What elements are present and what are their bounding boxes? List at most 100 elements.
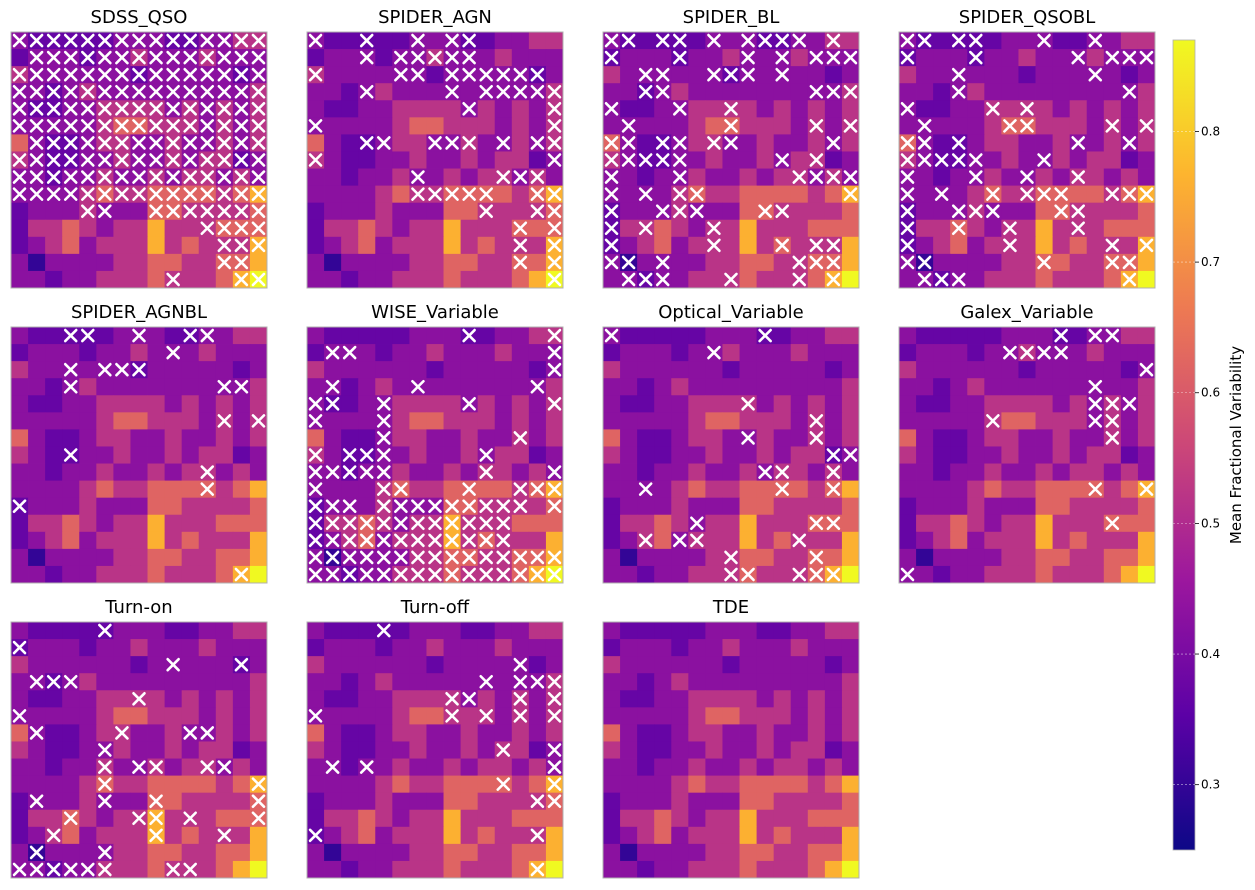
heatmap-cell: [215, 792, 234, 811]
heatmap-cell: [1069, 412, 1088, 430]
heatmap-cell: [324, 724, 342, 742]
heatmap-cell: [460, 361, 479, 379]
x-marker: [479, 465, 493, 479]
heatmap-cell: [130, 219, 148, 238]
heatmap-cell: [739, 514, 757, 533]
x-marker: [12, 862, 27, 877]
heatmap-cell: [933, 253, 951, 272]
x-marker: [149, 136, 163, 150]
x-marker: [934, 272, 949, 287]
heatmap-cell: [181, 639, 200, 657]
heatmap-cell: [528, 809, 547, 828]
heatmap-cell: [307, 344, 325, 362]
heatmap-cell: [232, 514, 251, 533]
heatmap-cell: [722, 412, 740, 430]
heatmap-cell: [147, 446, 165, 464]
heatmap-cell: [654, 185, 672, 204]
heatmap-cell: [739, 656, 757, 674]
heatmap-cell: [511, 395, 530, 413]
heatmap-cell: [984, 514, 1002, 533]
heatmap-cell: [232, 344, 251, 362]
heatmap-cell: [232, 809, 251, 828]
heatmap-cell: [181, 253, 200, 272]
heatmap-cell: [637, 117, 655, 135]
heatmap-cell: [824, 656, 843, 674]
heatmap-cell: [96, 639, 114, 657]
heatmap-cell: [113, 622, 131, 640]
heatmap-cell: [79, 219, 97, 238]
heatmap-cell: [916, 514, 934, 533]
panel-frame: [602, 621, 860, 879]
heatmap-cell: [375, 100, 393, 118]
heatmap-cell: [620, 656, 638, 674]
heatmap-cell: [739, 168, 757, 186]
heatmap-cell: [756, 168, 775, 186]
x-marker: [951, 67, 966, 82]
heatmap-cell: [443, 809, 461, 828]
heatmap-cell: [967, 463, 985, 481]
x-marker: [969, 204, 983, 218]
heatmap-cell: [307, 741, 325, 759]
heatmap-cell: [443, 270, 461, 289]
heatmap-cell: [603, 792, 621, 811]
heatmap-cell: [494, 344, 513, 362]
x-marker: [792, 255, 807, 270]
x-marker: [758, 204, 772, 218]
heatmap-cell: [933, 202, 951, 221]
x-marker: [217, 84, 232, 99]
x-marker: [29, 726, 44, 740]
heatmap-cell: [181, 622, 200, 640]
x-marker: [200, 465, 215, 479]
heatmap-cell: [62, 741, 80, 759]
heatmap-cell: [899, 446, 917, 464]
heatmap-cell: [79, 809, 97, 828]
heatmap-cell: [307, 639, 325, 657]
heatmap-cell: [358, 361, 376, 379]
heatmap-cell: [11, 843, 29, 862]
heatmap-cell: [341, 724, 359, 742]
heatmap-cell: [603, 809, 621, 828]
heatmap-cell: [62, 270, 80, 289]
heatmap-cell: [494, 378, 513, 396]
x-marker: [986, 204, 1000, 218]
x-marker: [308, 516, 323, 531]
heatmap-cell: [984, 151, 1002, 169]
heatmap-cell: [637, 463, 655, 481]
x-marker: [1139, 362, 1154, 377]
heatmap-cell: [164, 531, 183, 550]
heatmap-cell: [773, 100, 792, 118]
heatmap-cell: [933, 446, 951, 464]
heatmap-cell: [654, 236, 672, 255]
heatmap-cell: [443, 724, 461, 742]
heatmap-cell: [756, 707, 775, 725]
heatmap-cell: [773, 622, 792, 640]
heatmap-cell: [637, 361, 655, 379]
x-marker: [934, 153, 949, 167]
x-marker: [1071, 221, 1085, 236]
heatmap-cell: [358, 100, 376, 118]
heatmap-cell: [739, 497, 757, 516]
heatmap-cell: [375, 270, 393, 289]
heatmap-cell: [426, 707, 444, 725]
heatmap-cell: [28, 690, 46, 708]
heatmap-cell: [426, 327, 444, 345]
heatmap-cell: [358, 480, 376, 499]
x-marker: [462, 482, 476, 496]
heatmap-cell: [824, 843, 843, 862]
heatmap-cell: [164, 412, 183, 430]
heatmap-cell: [79, 707, 97, 725]
heatmap-cell: [637, 253, 655, 272]
heatmap-cell: [739, 707, 757, 725]
x-marker: [308, 67, 323, 82]
heatmap-cell: [933, 463, 951, 481]
heatmap-cell: [1137, 83, 1156, 101]
heatmap-cell: [1001, 378, 1019, 396]
heatmap-cell: [545, 860, 564, 879]
x-marker: [98, 777, 112, 791]
x-marker: [234, 221, 249, 236]
heatmap-cell: [1086, 463, 1105, 481]
x-marker: [604, 170, 619, 184]
heatmap-cell: [688, 236, 706, 255]
heatmap-cell: [1137, 66, 1156, 84]
